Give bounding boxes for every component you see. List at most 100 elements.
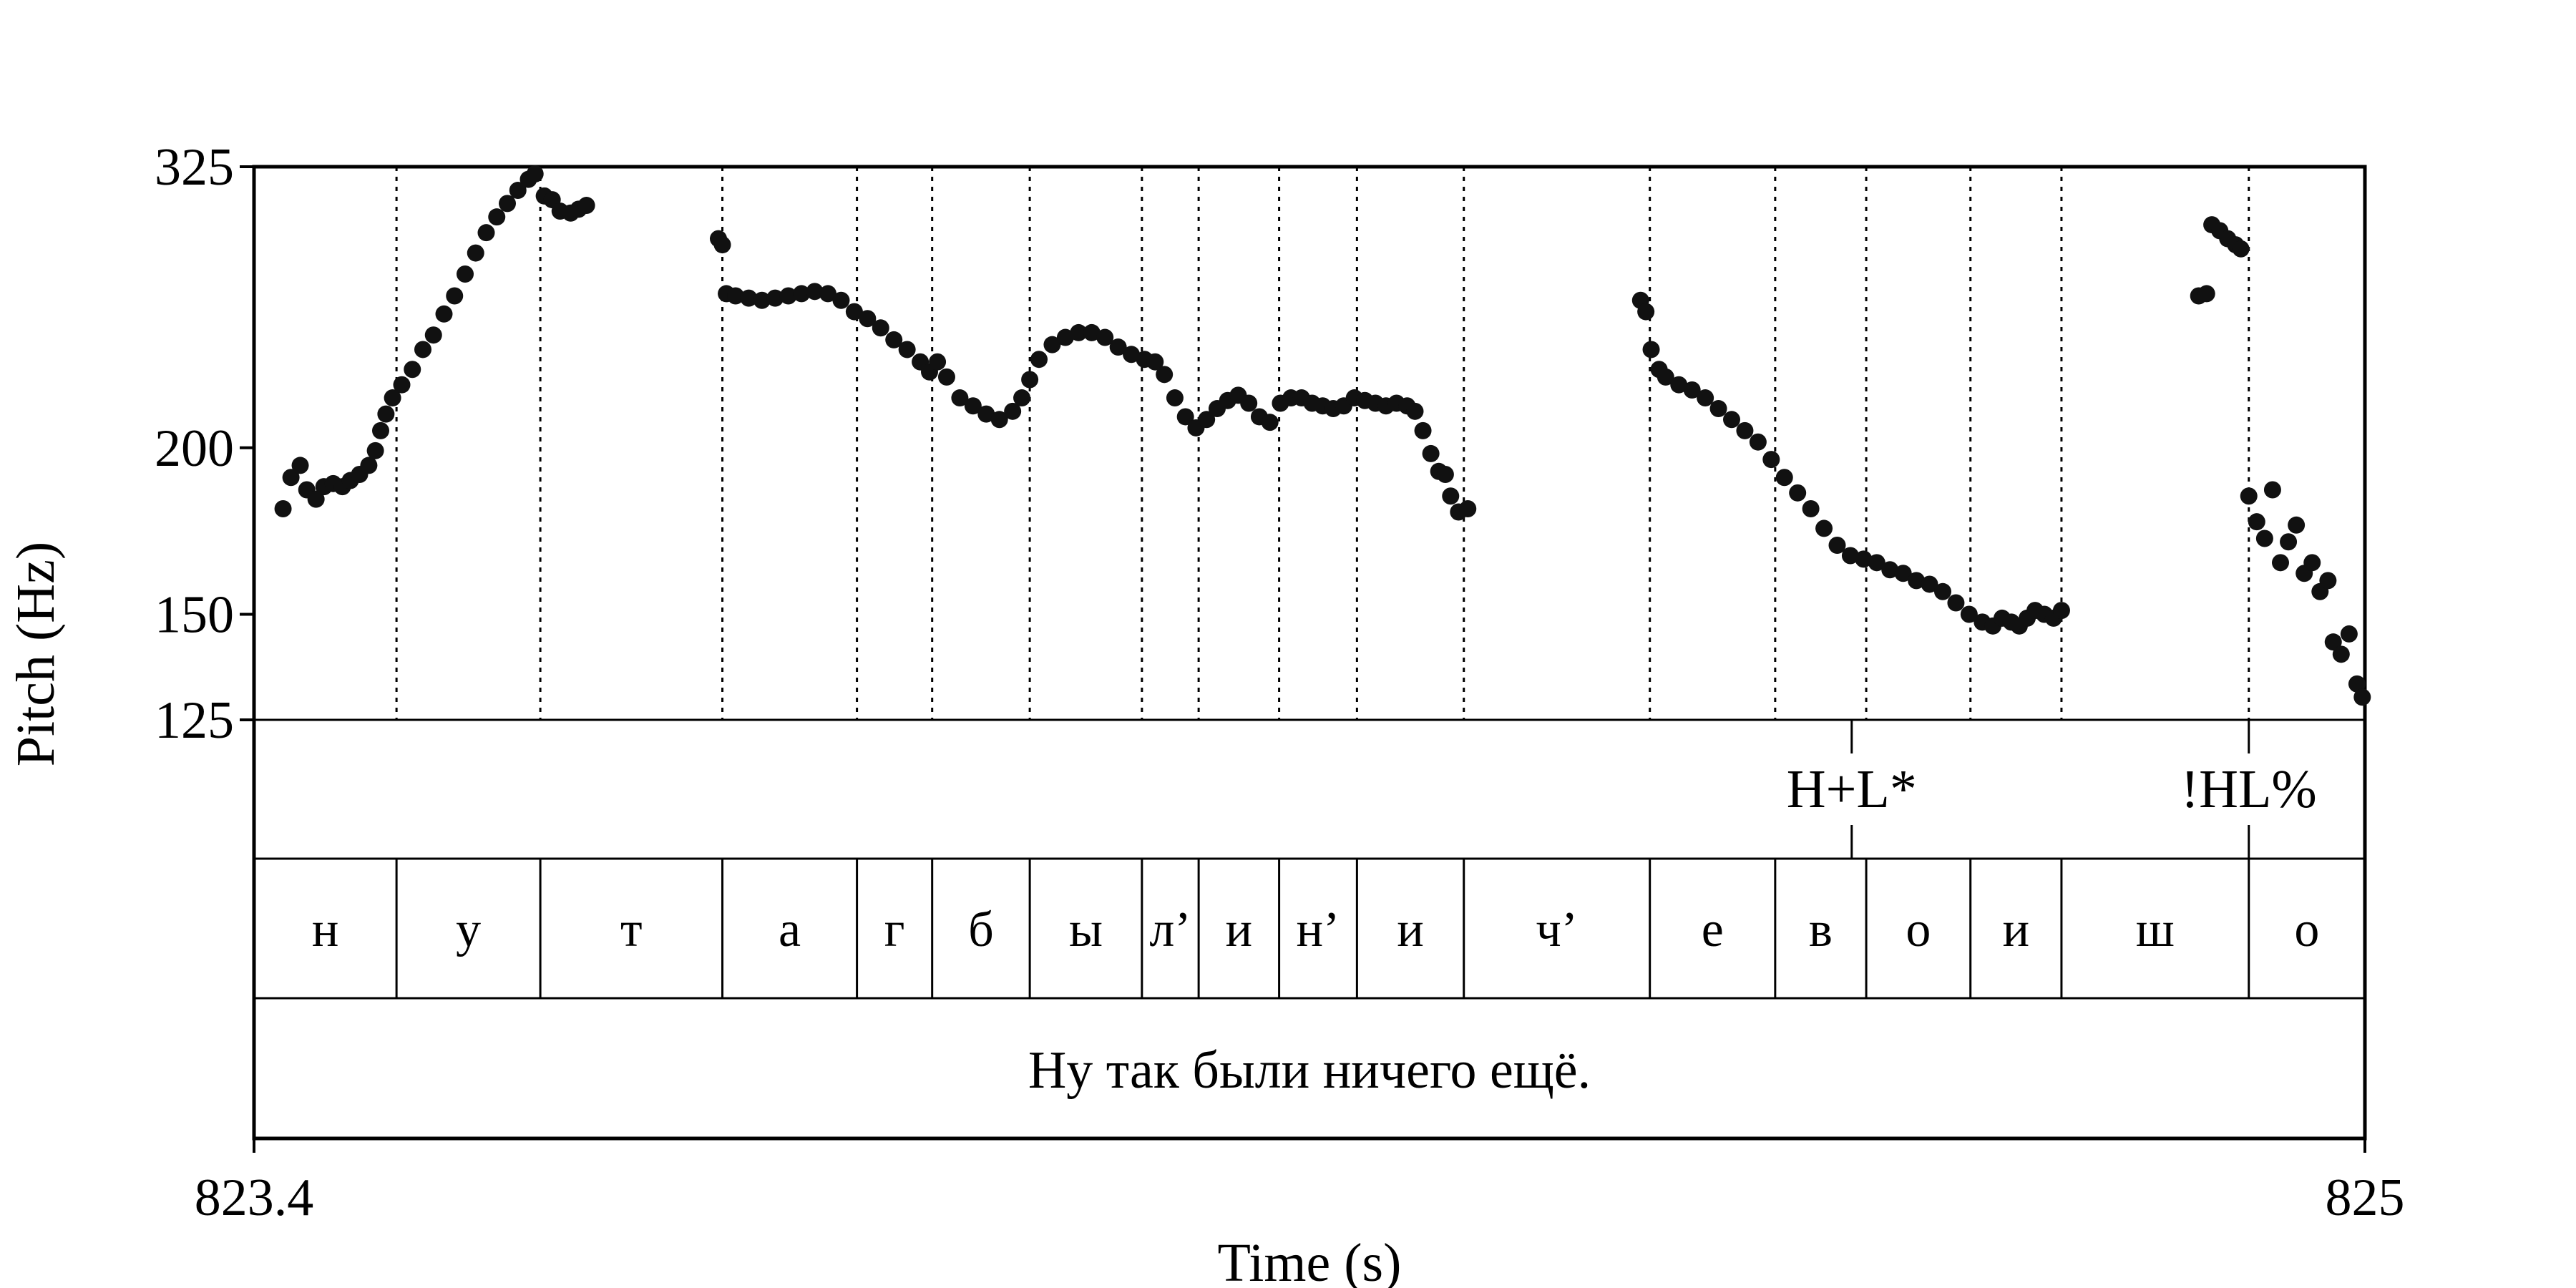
pitch-point	[2263, 481, 2281, 499]
pitch-point	[274, 500, 292, 518]
y-axis: 325 200 150 125	[155, 138, 254, 750]
pitch-point	[1815, 519, 1833, 537]
pitch-point	[1240, 394, 1258, 412]
segment-label: б	[968, 902, 994, 957]
pitch-point	[384, 389, 401, 407]
x-tick-label-end: 825	[2326, 1169, 2405, 1227]
pitch-point	[845, 303, 863, 321]
x-tick-label-start: 823.4	[195, 1169, 314, 1227]
pitch-point	[2052, 602, 2070, 620]
pitch-point	[1021, 371, 1039, 389]
pitch-point	[2332, 645, 2350, 663]
pitch-point	[1749, 433, 1767, 451]
pitch-point	[1422, 444, 1440, 462]
pitch-point	[1868, 554, 1885, 572]
pitch-point	[2240, 487, 2258, 505]
segment-label: о	[2294, 902, 2319, 957]
pitch-point	[488, 208, 506, 226]
segment-label: и	[2003, 902, 2029, 957]
pitch-point	[1406, 402, 1424, 420]
pitch-point	[990, 411, 1008, 429]
pitch-point	[951, 389, 969, 407]
pitch-point	[457, 265, 474, 283]
x-axis: 823.4 825	[195, 1138, 2405, 1227]
pitch-point	[2272, 554, 2289, 572]
pitch-point	[793, 285, 811, 303]
y-tick-label: 125	[155, 691, 234, 750]
pitch-point	[2340, 625, 2358, 643]
pitch-point	[929, 353, 947, 371]
pitch-point	[1166, 389, 1184, 407]
pitch-point	[753, 291, 771, 309]
pitch-point	[726, 287, 744, 305]
pitch-point	[1109, 338, 1127, 356]
pitch-point	[964, 397, 982, 415]
sentence-text: Ну так были ничего ещё.	[1028, 1041, 1591, 1100]
segment-label: т	[620, 902, 643, 957]
pitch-point	[2324, 633, 2342, 651]
pitch-point	[1070, 323, 1088, 341]
pitch-point	[2248, 513, 2265, 531]
pitch-point	[1442, 487, 1460, 505]
pitch-point	[1156, 366, 1174, 384]
pitch-point	[499, 195, 516, 213]
segment-label: ы	[1069, 902, 1103, 957]
y-tick-label: 150	[155, 586, 234, 645]
pitch-point	[977, 405, 995, 423]
pitch-point	[377, 405, 395, 423]
segment-label: л’	[1149, 902, 1191, 957]
pitch-point	[307, 490, 325, 508]
tone-marker-lines	[1850, 720, 2250, 859]
pitch-point	[1043, 336, 1061, 353]
pitch-point	[779, 287, 797, 305]
pitch-point	[1056, 328, 1074, 346]
pitch-point	[360, 457, 378, 474]
pitch-point	[1960, 605, 1978, 623]
pitch-point	[806, 283, 824, 301]
pitch-point	[424, 326, 442, 344]
pitch-point	[1736, 421, 1754, 439]
pitch-point	[2319, 572, 2337, 590]
pitch-point	[1146, 353, 1164, 371]
pitch-point	[1908, 572, 1926, 590]
pitch-point	[1881, 561, 1899, 579]
pitch-point	[526, 165, 544, 183]
pitch-point	[366, 441, 384, 459]
pitch-point	[1762, 451, 1780, 469]
pitch-point	[477, 224, 495, 242]
pitch-point	[766, 289, 784, 307]
pitch-point	[1123, 346, 1141, 364]
pitch-point	[1894, 565, 1912, 582]
pitch-point	[1683, 381, 1701, 399]
pitch-point	[435, 305, 453, 323]
tone-tier: H+L* !HL%	[1787, 759, 2317, 819]
pitch-point	[1004, 402, 1022, 420]
pitch-point	[1934, 582, 1951, 600]
pitch-point	[1176, 408, 1194, 426]
pitch-point	[282, 469, 300, 487]
pitch-point	[1841, 547, 1859, 565]
pitch-point	[467, 244, 484, 262]
segment-label: у	[456, 902, 481, 957]
plot-frame	[252, 165, 2367, 1141]
y-tick-label: 200	[155, 419, 234, 478]
segment-label: г	[884, 902, 905, 957]
pitch-point	[291, 457, 309, 474]
pitch-point	[819, 285, 837, 303]
pitch-point	[372, 421, 389, 439]
x-axis-label: Time (s)	[1218, 1233, 1402, 1288]
pitch-point	[1096, 328, 1114, 346]
pitch-point	[1947, 594, 1965, 612]
pitch-point	[2288, 516, 2306, 534]
segment-tier: н у т а г б ы л’ и н’ и ч’ е в о и ш о	[312, 859, 2319, 998]
segment-label: е	[1702, 902, 1724, 957]
pitch-point	[1657, 368, 1674, 386]
pitch-point	[1030, 351, 1048, 369]
segment-label: н	[312, 902, 338, 957]
pitch-point	[1198, 411, 1216, 429]
pitch-point	[1855, 550, 1873, 568]
pitch-point	[446, 287, 464, 305]
pitch-point	[414, 341, 431, 358]
pitch-point	[1414, 421, 1432, 439]
